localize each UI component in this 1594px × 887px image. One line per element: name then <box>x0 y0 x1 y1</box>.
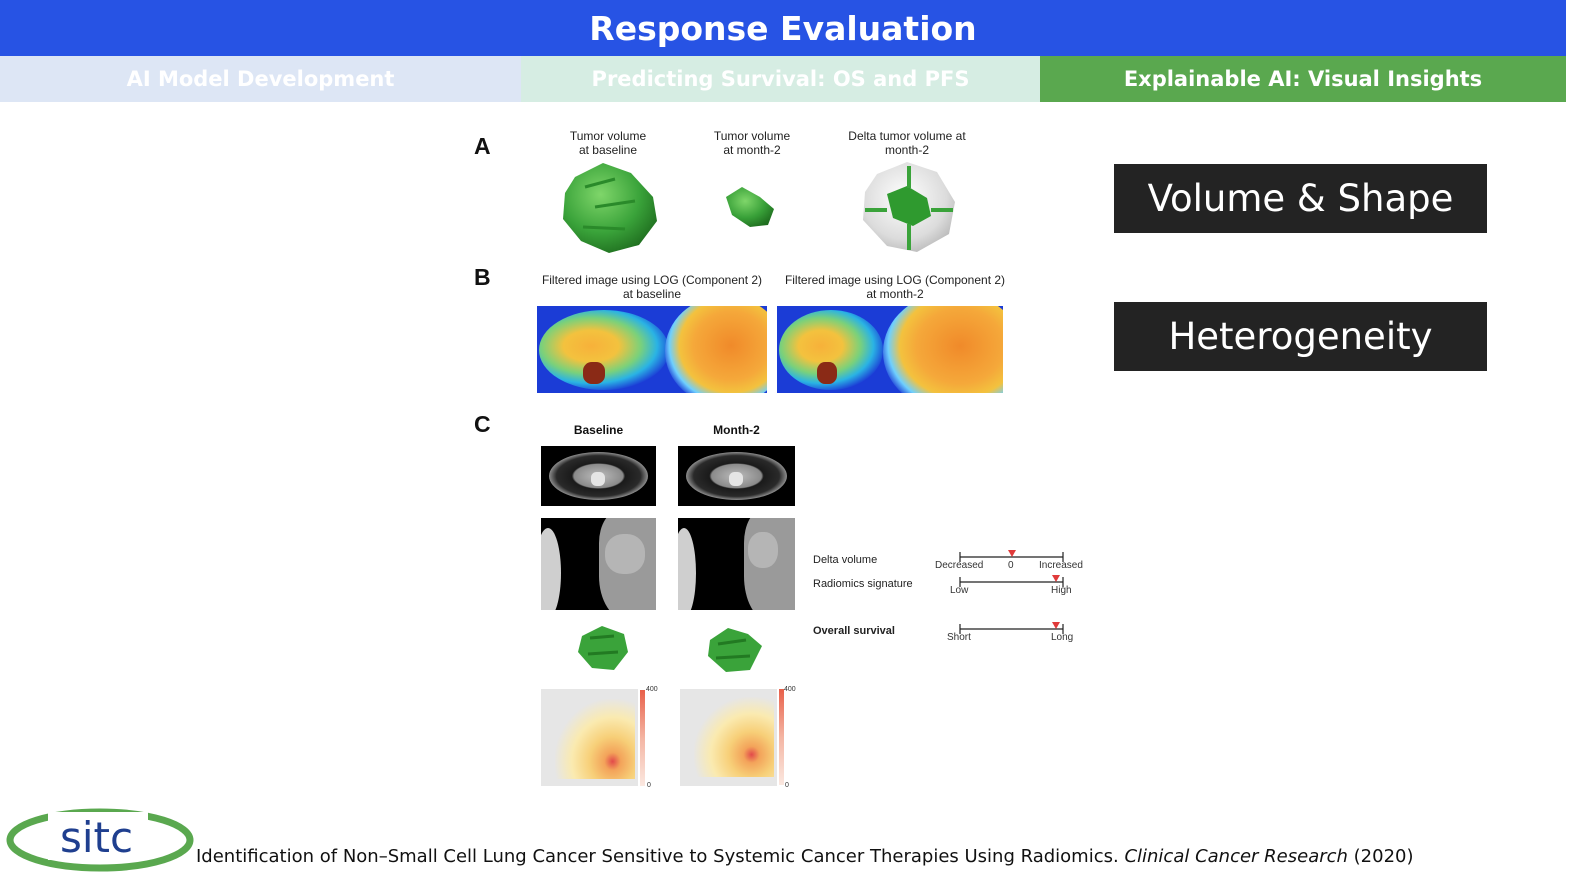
attention-heatmap-month2-image <box>680 689 777 786</box>
tab-explainable-ai[interactable]: Explainable AI: Visual Insights <box>1040 56 1566 102</box>
tumor-3d-small-baseline-image <box>578 626 628 670</box>
ct-zoom-baseline-image <box>541 518 656 610</box>
svg-text:sitc: sitc <box>60 813 133 862</box>
column-month2-label: Month-2 <box>713 423 760 437</box>
heterogeneity-badge: Heterogeneity <box>1114 302 1487 371</box>
log-filtered-month2-image <box>777 306 1003 393</box>
caption-log-baseline: Filtered image using LOG (Component 2) a… <box>541 273 763 301</box>
colorbar-month2 <box>779 689 784 785</box>
colorbar-min-month2: 0 <box>785 782 789 789</box>
caption-log-month2: Filtered image using LOG (Component 2) a… <box>784 273 1006 301</box>
scale-long-label: Long <box>1051 632 1074 643</box>
sitc-logo: sitc <box>6 808 194 872</box>
caption-tumor-volume-baseline: Tumor volume at baseline <box>569 129 647 157</box>
volume-shape-badge: Volume & Shape <box>1114 164 1487 233</box>
ct-axial-baseline-image <box>541 446 656 506</box>
right-edge-strip <box>1566 0 1594 887</box>
scale-short-label: Short <box>947 632 971 643</box>
colorbar-max-month2: 400 <box>784 686 796 693</box>
ct-axial-month2-image <box>678 446 795 506</box>
citation-text: Identification of Non–Small Cell Lung Ca… <box>196 846 1414 867</box>
tumor-3d-small-month2-image <box>708 628 762 672</box>
ct-zoom-month2-image <box>678 518 795 610</box>
colorbar-min-baseline: 0 <box>647 782 651 789</box>
scale-high-label: High <box>1051 585 1072 596</box>
attention-heatmap-baseline-image <box>541 689 638 786</box>
overall-survival-label: Overall survival <box>813 625 895 637</box>
citation-journal: Clinical Cancer Research <box>1124 846 1348 867</box>
page-title: Response Evaluation <box>0 0 1566 56</box>
tab-ai-model-development[interactable]: AI Model Development <box>0 56 521 102</box>
radiomics-signature-label: Radiomics signature <box>813 578 913 590</box>
panel-c-letter: C <box>474 411 491 437</box>
scale-indicators-graphic <box>959 550 1064 634</box>
section-tabs: AI Model Development Predicting Survival… <box>0 56 1566 102</box>
panel-a-letter: A <box>474 133 491 159</box>
caption-delta-tumor-volume: Delta tumor volume at month-2 <box>848 129 966 157</box>
citation-title: Identification of Non–Small Cell Lung Ca… <box>196 846 1125 867</box>
delta-tumor-volume-image <box>863 162 955 252</box>
tab-predicting-survival[interactable]: Predicting Survival: OS and PFS <box>521 56 1040 102</box>
tumor-3d-month2-image <box>726 187 774 227</box>
scale-low-label: Low <box>950 585 969 596</box>
caption-tumor-volume-month2: Tumor volume at month-2 <box>713 129 791 157</box>
colorbar-max-baseline: 400 <box>646 686 658 693</box>
panel-b-letter: B <box>474 264 491 290</box>
colorbar-baseline <box>640 690 645 786</box>
scale-increased-label: Increased <box>1039 560 1083 571</box>
delta-volume-label: Delta volume <box>813 554 878 566</box>
scale-decreased-label: Decreased <box>935 560 984 571</box>
tumor-3d-baseline-image <box>563 163 657 253</box>
column-baseline-label: Baseline <box>573 423 624 437</box>
citation-year: (2020) <box>1347 846 1414 867</box>
log-filtered-baseline-image <box>537 306 767 393</box>
scale-zero-label: 0 <box>1008 560 1014 571</box>
